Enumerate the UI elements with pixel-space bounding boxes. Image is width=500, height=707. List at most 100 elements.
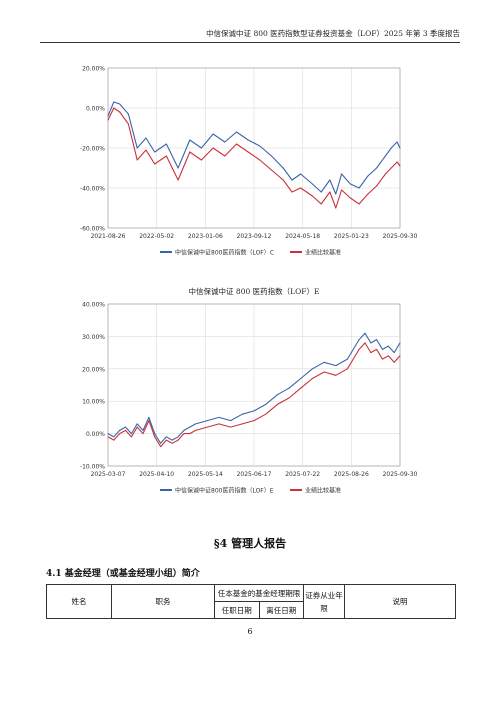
data-point xyxy=(177,439,179,441)
data-point xyxy=(300,387,302,389)
data-point xyxy=(107,436,109,438)
data-point xyxy=(300,378,302,380)
data-point xyxy=(329,179,331,181)
data-point xyxy=(259,145,261,147)
x-tick-label: 2025-06-17 xyxy=(237,471,272,478)
data-point xyxy=(148,420,150,422)
data-point xyxy=(387,345,389,347)
data-point xyxy=(195,429,197,431)
data-point xyxy=(177,167,179,169)
data-point xyxy=(218,416,220,418)
data-point xyxy=(300,187,302,189)
y-tick-label: 30.00% xyxy=(82,334,105,341)
data-point xyxy=(311,183,313,185)
x-tick-label: 2023-09-12 xyxy=(237,233,272,240)
data-point xyxy=(241,423,243,425)
data-point xyxy=(376,348,378,350)
data-point xyxy=(171,439,173,441)
data-point xyxy=(276,403,278,405)
data-point xyxy=(367,193,369,195)
data-point xyxy=(183,429,185,431)
y-tick-label: -60.00% xyxy=(80,226,105,233)
data-point xyxy=(271,155,273,157)
data-point xyxy=(145,137,147,139)
data-point xyxy=(119,429,121,431)
data-point xyxy=(200,147,202,149)
data-point xyxy=(390,167,392,169)
subsection-title: 4.1 基金经理（或基金经理小组）简介 xyxy=(46,569,200,579)
y-tick-label: -20.00% xyxy=(80,146,105,153)
data-point xyxy=(349,183,351,185)
data-point xyxy=(265,413,267,415)
data-point xyxy=(364,342,366,344)
data-point xyxy=(399,355,401,357)
data-point xyxy=(376,167,378,169)
data-point xyxy=(329,191,331,193)
data-point xyxy=(136,159,138,161)
data-point xyxy=(165,143,167,145)
data-point xyxy=(349,197,351,199)
chart-title: 中信保诚中证 800 医药指数（LOF）E xyxy=(189,286,320,296)
data-point xyxy=(320,191,322,193)
col-years: 证券从业年限 xyxy=(303,584,345,619)
data-point xyxy=(130,436,132,438)
data-point xyxy=(300,173,302,175)
data-point xyxy=(189,426,191,428)
legend-label-1: 业绩比较基准 xyxy=(305,249,341,257)
y-tick-label: 20.00% xyxy=(82,66,105,73)
data-point xyxy=(113,107,115,109)
data-point xyxy=(183,433,185,435)
data-point xyxy=(136,426,138,428)
col-role: 职务 xyxy=(111,584,215,619)
x-tick-label: 2024-05-18 xyxy=(285,233,320,240)
data-point xyxy=(136,423,138,425)
data-point xyxy=(154,433,156,435)
data-point xyxy=(113,101,115,103)
data-point xyxy=(177,179,179,181)
data-point xyxy=(189,151,191,153)
data-point xyxy=(195,423,197,425)
data-point xyxy=(241,413,243,415)
data-point xyxy=(323,371,325,373)
legend-label-1: 业绩比较基准 xyxy=(305,487,341,495)
data-point xyxy=(396,161,398,163)
data-point xyxy=(370,352,372,354)
y-tick-label: 0.00% xyxy=(86,106,105,113)
x-tick-label: 2025-01-23 xyxy=(334,233,369,240)
data-point xyxy=(335,193,337,195)
data-point xyxy=(154,436,156,438)
data-point xyxy=(346,368,348,370)
data-point xyxy=(335,365,337,367)
data-point xyxy=(127,123,129,125)
data-point xyxy=(119,103,121,105)
data-point xyxy=(224,141,226,143)
data-point xyxy=(107,115,109,117)
data-point xyxy=(335,374,337,376)
data-point xyxy=(364,332,366,334)
y-tick-label: 0.00% xyxy=(86,431,105,438)
data-point xyxy=(206,420,208,422)
data-point xyxy=(218,423,220,425)
col-name: 姓名 xyxy=(46,584,112,619)
x-tick-label: 2025-09-30 xyxy=(383,471,418,478)
data-point xyxy=(291,179,293,181)
data-point xyxy=(323,361,325,363)
data-point xyxy=(320,203,322,205)
data-point xyxy=(370,342,372,344)
data-point xyxy=(154,151,156,153)
col-note: 说明 xyxy=(344,584,456,619)
data-point xyxy=(358,203,360,205)
data-point xyxy=(341,189,343,191)
data-point xyxy=(367,175,369,177)
data-point xyxy=(381,358,383,360)
data-point xyxy=(130,433,132,435)
x-tick-label: 2025-04-10 xyxy=(139,471,174,478)
data-point xyxy=(399,165,401,167)
x-tick-label: 2025-09-30 xyxy=(383,233,418,240)
data-point xyxy=(376,339,378,341)
data-point xyxy=(165,439,167,441)
data-point xyxy=(358,187,360,189)
data-point xyxy=(335,207,337,209)
data-point xyxy=(390,147,392,149)
data-point xyxy=(160,446,162,448)
